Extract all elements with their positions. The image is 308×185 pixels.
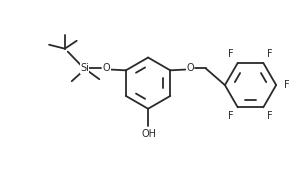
Text: F: F (228, 49, 234, 59)
Text: Si: Si (80, 63, 89, 73)
Text: O: O (102, 63, 110, 73)
Text: OH: OH (142, 129, 156, 139)
Text: F: F (267, 49, 273, 59)
Text: F: F (284, 80, 290, 90)
Text: F: F (267, 111, 273, 121)
Text: O: O (186, 63, 194, 73)
Text: F: F (228, 111, 234, 121)
